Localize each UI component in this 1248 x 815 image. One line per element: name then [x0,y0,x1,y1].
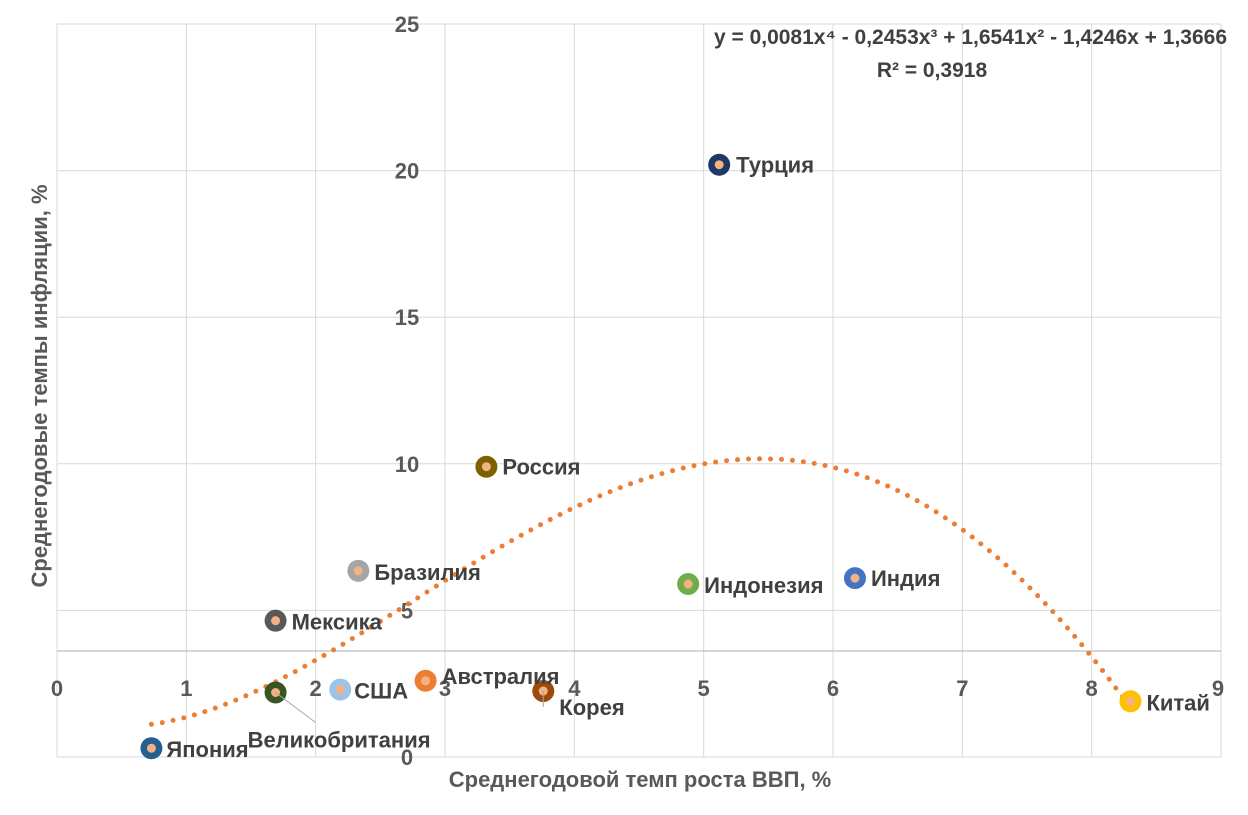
x-tick-label: 4 [568,676,581,701]
point-labels: Турция Россия Бразилия Мексика Индонезия Инди… [166,153,1210,762]
data-label: Россия [502,455,580,480]
x-tick-label: 7 [956,676,968,701]
data-point-center [850,573,860,583]
x-tick-label: 6 [827,676,839,701]
data-point-center [1125,696,1135,706]
trendline-equation: y = 0,0081x⁴ - 0,2453x³ + 1,6541x² - 1,4… [714,26,1227,49]
y-tick-label: 10 [395,452,419,477]
y-tick-label: 20 [395,159,419,184]
x-tick-label: 2 [310,676,322,701]
data-label: Бразилия [374,560,481,585]
data-point-center [421,676,431,686]
y-tick-label: 15 [395,305,419,330]
x-tick-label: 1 [180,676,192,701]
data-label: Индонезия [704,573,823,598]
data-label: Мексика [292,610,383,635]
data-point-center [353,566,363,576]
y-tick-label: 0 [401,745,413,770]
x-tick-label: 3 [439,676,451,701]
data-point-center [714,160,724,170]
y-tick-label: 25 [395,12,419,37]
data-point-center [481,462,491,472]
trendline [148,456,1133,727]
data-label: Индия [871,566,940,591]
data-label: Китай [1146,690,1210,715]
data-point-center [683,579,693,589]
trendline-r2: R² = 0,3918 [877,59,988,82]
x-axis-title: Среднегодовой темп роста ВВП, % [449,767,832,792]
data-label: Великобритания [248,727,431,752]
grid [56,23,1222,758]
data-point-center [271,616,281,626]
y-axis-title: Среднегодовые темпы инфляции, % [27,184,52,587]
data-label: Австралия [442,664,560,689]
leader-line [275,692,316,723]
data-label: Турция [736,153,814,178]
x-tick-label: 5 [698,676,710,701]
x-tick-label: 8 [1086,676,1098,701]
data-point-center [146,743,156,753]
data-point-center [335,685,345,695]
trendline-path [148,456,1133,727]
x-tick-label: 9 [1212,676,1224,701]
data-label: Япония [166,737,248,762]
x-tick-label: 0 [51,676,63,701]
data-label: США [354,679,408,704]
data-label: Корея [559,695,624,720]
points [140,153,1142,760]
